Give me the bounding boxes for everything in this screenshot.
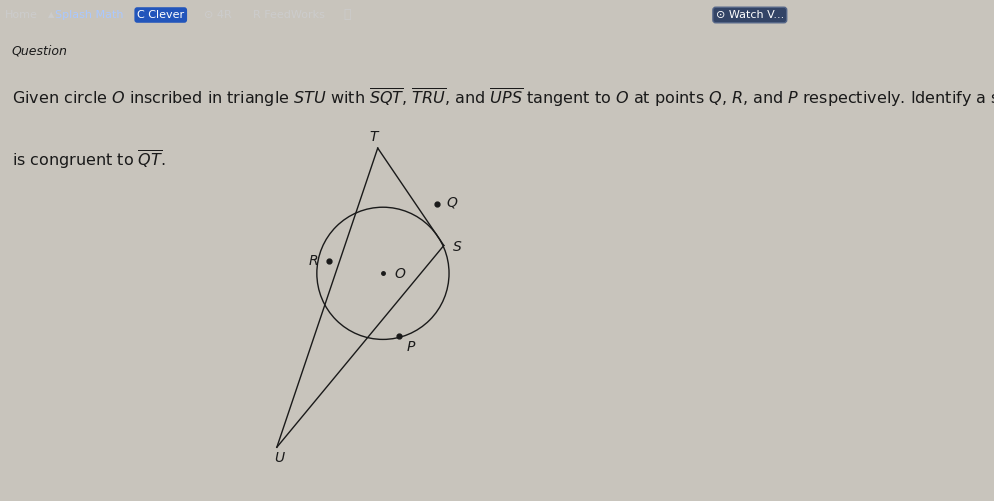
Text: ⊙ 4R: ⊙ 4R: [204, 10, 232, 20]
Text: S: S: [453, 239, 462, 254]
Text: R: R: [309, 254, 318, 268]
Text: U: U: [274, 451, 284, 464]
Text: O: O: [395, 267, 406, 281]
Text: Home: Home: [5, 10, 38, 20]
Text: P: P: [407, 340, 415, 354]
Text: T: T: [370, 130, 379, 144]
Text: ▲: ▲: [48, 11, 55, 20]
Text: Given circle $O$ inscribed in triangle $STU$ with $\overline{SQT}$, $\overline{T: Given circle $O$ inscribed in triangle $…: [12, 87, 994, 110]
Text: ⊙ Watch V...: ⊙ Watch V...: [716, 10, 784, 20]
Text: 🔔: 🔔: [343, 9, 351, 22]
Text: Question: Question: [12, 44, 68, 57]
Text: C Clever: C Clever: [137, 10, 184, 20]
Text: is congruent to $\overline{QT}$.: is congruent to $\overline{QT}$.: [12, 148, 166, 171]
Text: Q: Q: [446, 195, 457, 209]
Text: R FeedWorks: R FeedWorks: [253, 10, 325, 20]
Text: Splash Math: Splash Math: [55, 10, 123, 20]
